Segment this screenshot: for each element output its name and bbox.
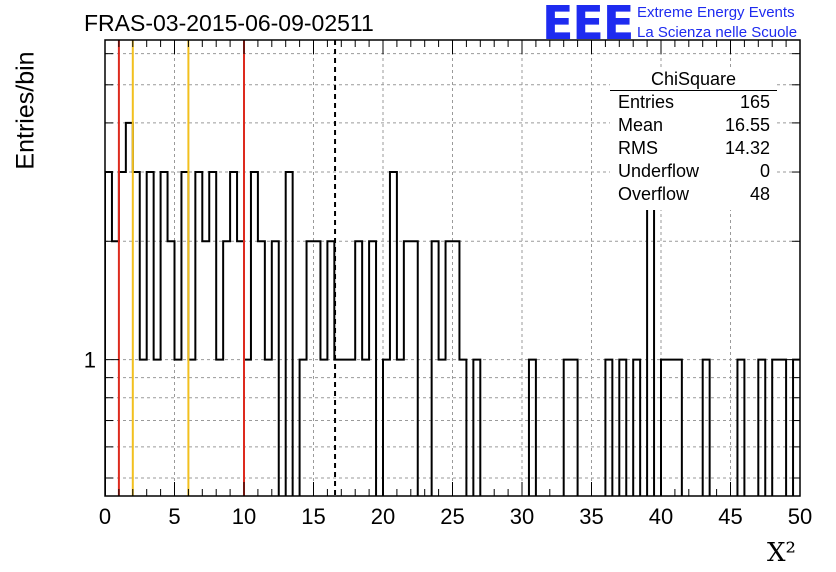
- stats-value: 0: [759, 161, 770, 181]
- x-tick-label: 20: [371, 504, 395, 529]
- x-tick-label: 50: [788, 504, 812, 529]
- stats-key: RMS: [618, 138, 658, 158]
- logo-line-1: Extreme Energy Events: [637, 4, 795, 21]
- stats-key: Underflow: [618, 161, 700, 181]
- stats-title: ChiSquare: [650, 69, 737, 89]
- stats-row-overflow: Overflow 48: [618, 184, 770, 206]
- stats-key: Overflow: [618, 184, 690, 204]
- logo-line-2: La Scienza nelle Scuole: [637, 24, 798, 41]
- stats-row-rms: RMS 14.32: [618, 138, 770, 160]
- stats-row-entries: Entries 165: [618, 92, 770, 114]
- x-tick-label: 35: [579, 504, 603, 529]
- stats-key: Mean: [618, 115, 664, 135]
- axis-ticks: [104, 40, 801, 496]
- y-tick-labels: 1: [84, 348, 96, 373]
- x-tick-label: 30: [510, 504, 534, 529]
- chart-title: FRAS-03-2015-06-09-02511: [84, 10, 374, 36]
- x-tick-label: 15: [301, 504, 325, 529]
- x-tick-label: 5: [168, 504, 180, 529]
- marker-lines: [117, 40, 337, 496]
- stats-row-underflow: Underflow 0: [618, 161, 770, 183]
- x-tick-labels: 0 5 10 15 20 25 30 35 40 45 50: [99, 504, 812, 529]
- x-tick-label: 0: [99, 504, 111, 529]
- y-axis-label: Entries/bin: [11, 51, 40, 170]
- stats-key: Entries: [618, 92, 675, 112]
- stats-value: 48: [749, 184, 770, 204]
- stats-row-mean: Mean 16.55: [618, 115, 770, 137]
- x-tick-label: 40: [649, 504, 673, 529]
- x-tick-label: 10: [232, 504, 256, 529]
- logo-mark: EEE: [542, 0, 634, 50]
- stats-value: 165: [739, 92, 770, 112]
- x-tick-label: 25: [440, 504, 464, 529]
- stats-divider: [610, 90, 777, 91]
- y-tick-label: 1: [84, 348, 96, 373]
- stats-value: 14.32: [724, 138, 770, 158]
- stats-value: 16.55: [724, 115, 770, 135]
- x-tick-label: 45: [718, 504, 742, 529]
- stats-box: ChiSquare Entries 165 Mean 16.55 RMS 14.…: [610, 68, 777, 210]
- x-axis-label: X²: [767, 538, 796, 568]
- histogram-line: [105, 121, 800, 496]
